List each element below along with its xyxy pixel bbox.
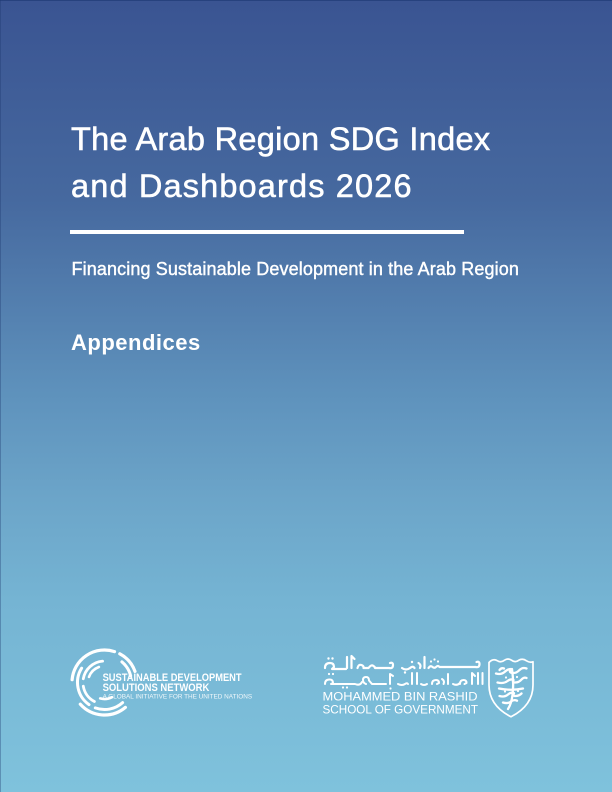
svg-text:MOHAMMED BIN RASHID: MOHAMMED BIN RASHID xyxy=(323,690,478,704)
svg-text:SCHOOL OF GOVERNMENT: SCHOOL OF GOVERNMENT xyxy=(323,702,479,716)
svg-text:A GLOBAL INITIATIVE FOR THE UN: A GLOBAL INITIATIVE FOR THE UNITED NATIO… xyxy=(103,693,253,700)
svg-text:SOLUTIONS NETWORK: SOLUTIONS NETWORK xyxy=(103,682,210,694)
svg-text:SUSTAINABLE DEVELOPMENT: SUSTAINABLE DEVELOPMENT xyxy=(103,672,242,684)
